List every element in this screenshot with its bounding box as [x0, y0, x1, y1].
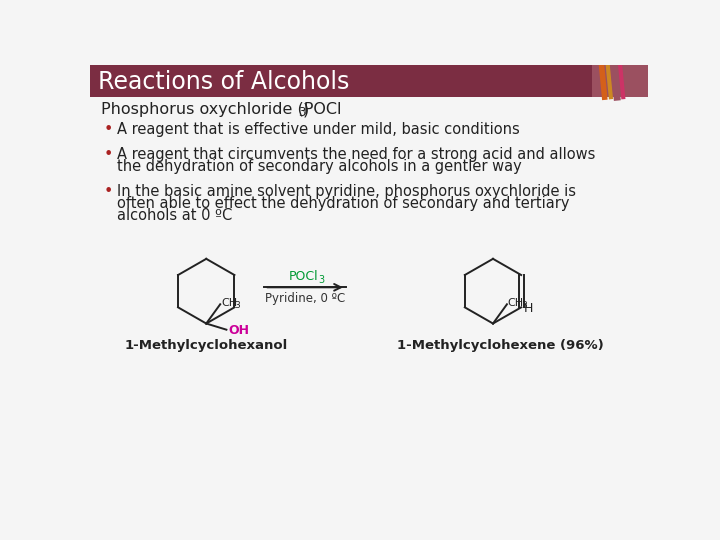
- Text: 3: 3: [234, 301, 240, 310]
- Text: POCl: POCl: [289, 270, 318, 283]
- Text: 3: 3: [318, 275, 325, 285]
- Text: Reactions of Alcohols: Reactions of Alcohols: [98, 70, 349, 94]
- Text: ): ): [303, 102, 310, 117]
- Text: the dehydration of secondary alcohols in a gentler way: the dehydration of secondary alcohols in…: [117, 159, 522, 174]
- Text: In the basic amine solvent pyridine, phosphorus oxychloride is: In the basic amine solvent pyridine, pho…: [117, 184, 576, 199]
- Text: CH: CH: [221, 298, 237, 308]
- Text: Pyridine, 0 ºC: Pyridine, 0 ºC: [265, 292, 345, 305]
- Text: A reagent that is effective under mild, basic conditions: A reagent that is effective under mild, …: [117, 122, 520, 137]
- Text: OH: OH: [228, 324, 249, 337]
- Text: often able to effect the dehydration of secondary and tertiary: often able to effect the dehydration of …: [117, 196, 570, 211]
- Text: CH: CH: [508, 298, 524, 308]
- Text: •: •: [104, 184, 113, 199]
- Text: 3: 3: [297, 106, 305, 119]
- Text: 3: 3: [521, 301, 526, 310]
- FancyBboxPatch shape: [593, 65, 648, 97]
- Text: •: •: [104, 122, 113, 137]
- Text: 1-Methylcyclohexene (96%): 1-Methylcyclohexene (96%): [397, 339, 604, 352]
- Text: H: H: [523, 302, 533, 315]
- Text: •: •: [104, 147, 113, 162]
- Text: alcohols at 0 ºC: alcohols at 0 ºC: [117, 208, 233, 224]
- FancyBboxPatch shape: [90, 65, 648, 97]
- Text: 1-Methylcyclohexanol: 1-Methylcyclohexanol: [125, 339, 288, 352]
- Text: A reagent that circumvents the need for a strong acid and allows: A reagent that circumvents the need for …: [117, 147, 595, 162]
- Text: Phosphorus oxychloride (POCl: Phosphorus oxychloride (POCl: [101, 102, 341, 117]
